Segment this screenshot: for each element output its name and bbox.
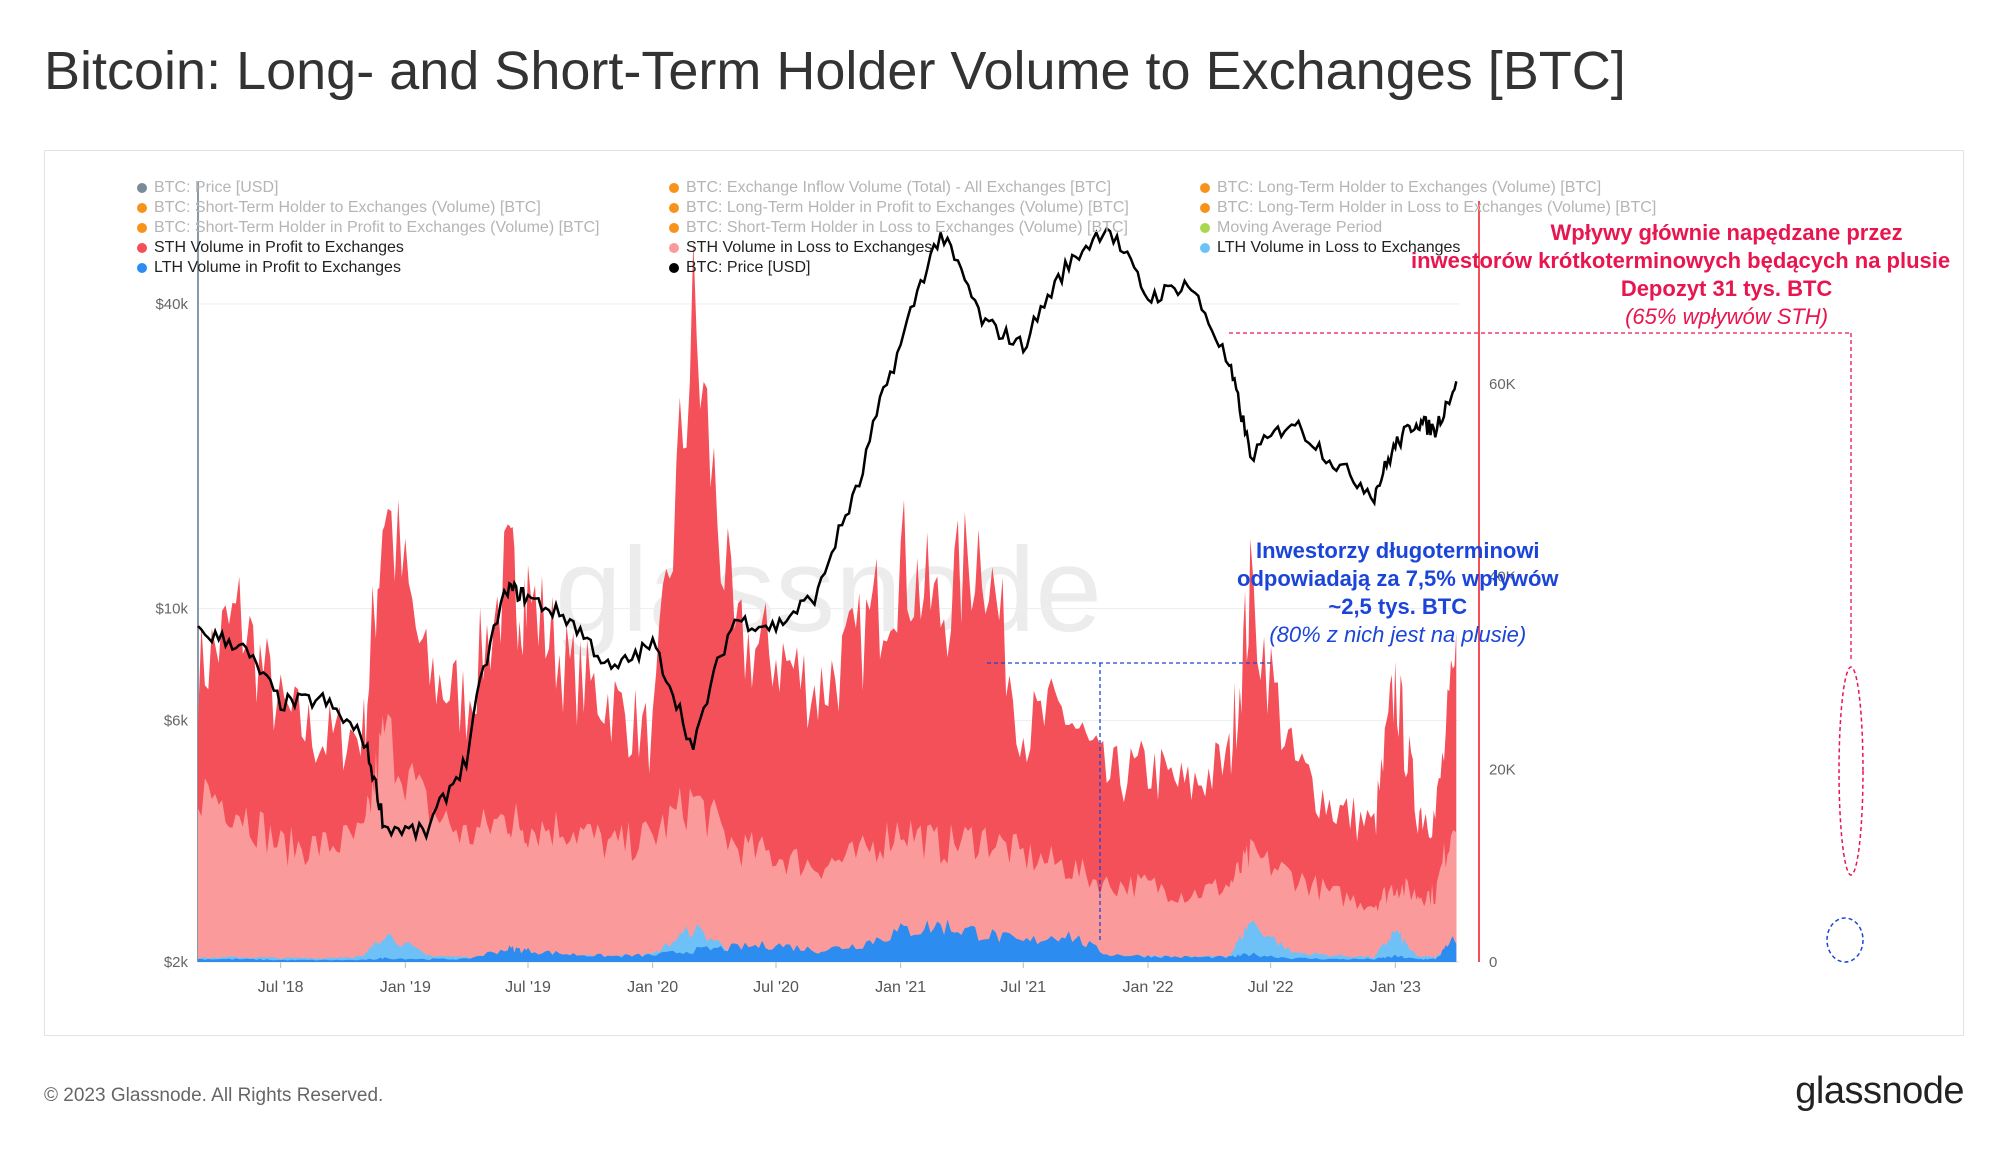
legend-item[interactable]: BTC: Short-Term Holder in Profit to Exch… — [137, 219, 599, 237]
legend-item[interactable]: LTH Volume in Loss to Exchanges — [1200, 239, 1460, 257]
legend-label: LTH Volume in Profit to Exchanges — [154, 259, 401, 276]
legend-label: BTC: Short-Term Holder to Exchanges (Vol… — [154, 199, 541, 216]
legend-dot-icon — [669, 243, 679, 253]
legend-dot-icon — [669, 263, 679, 273]
x-tick-label: Jul '19 — [505, 979, 551, 996]
legend-label: BTC: Long-Term Holder in Profit to Excha… — [686, 199, 1129, 216]
sth-annotation-line1: Wpływy głównie napędzane przez — [1550, 220, 1903, 245]
sth-annotation-line4: (65% wpływów STH) — [1625, 304, 1829, 329]
y-right-tick-label: 0 — [1489, 954, 1497, 971]
legend-dot-icon — [137, 243, 147, 253]
x-tick-label: Jul '21 — [1000, 979, 1046, 996]
lth-highlight-ellipse — [1826, 917, 1864, 963]
sth-annotation-line2: inwestorów krótkoterminowych będących na… — [1411, 248, 1951, 273]
legend-label: STH Volume in Profit to Exchanges — [154, 239, 404, 256]
legend-item[interactable]: BTC: Long-Term Holder to Exchanges (Volu… — [1200, 179, 1601, 197]
x-tick-label: Jul '20 — [753, 979, 799, 996]
lth-profit-area — [198, 919, 1457, 962]
lth-annotation-line3: ~2,5 tys. BTC — [1328, 594, 1468, 619]
sth-loss-area — [198, 713, 1457, 962]
y-left-tick-label: $10k — [155, 600, 188, 617]
legend-dot-icon — [1200, 183, 1210, 193]
legend-item[interactable]: BTC: Long-Term Holder in Loss to Exchang… — [1200, 199, 1656, 217]
watermark-text: glassnode — [555, 523, 1102, 657]
legend-item[interactable]: BTC: Price [USD] — [669, 259, 810, 277]
legend-dot-icon — [669, 183, 679, 193]
legend-item[interactable]: STH Volume in Profit to Exchanges — [137, 239, 404, 257]
x-tick-label: Jan '19 — [380, 979, 431, 996]
legend-item[interactable]: LTH Volume in Profit to Exchanges — [137, 259, 401, 277]
chart-canvas: glassnode $2k $6k $10k $40k 0 20K 40K 60K Jul '18… — [155, 181, 1864, 996]
legend-item[interactable]: BTC: Exchange Inflow Volume (Total) - Al… — [669, 179, 1111, 197]
lth-annotation-line4: (80% z nich jest na plusie) — [1269, 622, 1527, 647]
x-tick-label: Jan '20 — [627, 979, 678, 996]
legend-label: LTH Volume in Loss to Exchanges — [1217, 239, 1461, 256]
legend-dot-icon — [137, 263, 147, 273]
legend-dot-icon — [1200, 203, 1210, 213]
lth-annotation-line2: odpowiadają za 7,5% wpływów — [1237, 566, 1559, 591]
footer-copyright: © 2023 Glassnode. All Rights Reserved. — [44, 1085, 384, 1106]
x-tick-label: Jan '23 — [1370, 979, 1421, 996]
y-right-tick-label: 20K — [1489, 761, 1516, 778]
legend-label: BTC: Long-Term Holder in Loss to Exchang… — [1217, 199, 1657, 216]
sth-annotation: Wpływy głównie napędzane przez inwestoró… — [1411, 219, 1950, 331]
legend-label: BTC: Price [USD] — [686, 259, 811, 276]
lth-loss-area — [198, 920, 1457, 962]
legend-item[interactable]: STH Volume in Loss to Exchanges — [669, 239, 932, 257]
sth-highlight-ellipse — [1838, 666, 1864, 876]
price-line — [197, 226, 1458, 843]
legend-dot-icon — [137, 203, 147, 213]
x-tick-label: Jul '22 — [1248, 979, 1294, 996]
x-tick-label: Jan '21 — [875, 979, 926, 996]
legend-item[interactable]: BTC: Short-Term Holder to Exchanges (Vol… — [137, 199, 541, 217]
legend-label: BTC: Exchange Inflow Volume (Total) - Al… — [686, 179, 1112, 196]
page-title: Bitcoin: Long- and Short-Term Holder Vol… — [44, 41, 1626, 101]
legend-label: BTC: Short-Term Holder in Loss to Exchan… — [686, 219, 1128, 236]
lth-annotation: Inwestorzy długoterminowi odpowiadają za… — [1237, 537, 1559, 649]
legend-dot-icon — [1200, 223, 1210, 233]
y-right-tick-label: 40K — [1489, 569, 1516, 586]
legend-label: BTC: Long-Term Holder to Exchanges (Volu… — [1217, 179, 1602, 196]
y-right-tick-label: 60K — [1489, 376, 1516, 393]
legend-label: BTC: Price [USD] — [154, 179, 279, 196]
x-tick-label: Jan '22 — [1122, 979, 1173, 996]
sth-profit-area — [198, 239, 1457, 963]
legend-dot-icon — [1200, 243, 1210, 253]
legend-dot-icon — [137, 183, 147, 193]
legend-label: STH Volume in Loss to Exchanges — [686, 239, 933, 256]
legend-label: BTC: Short-Term Holder in Profit to Exch… — [154, 219, 600, 236]
legend-item[interactable]: Moving Average Period — [1200, 219, 1382, 237]
glassnode-logo: glassnode — [1795, 1070, 1964, 1112]
legend-item[interactable]: BTC: Long-Term Holder in Profit to Excha… — [669, 199, 1129, 217]
legend-dot-icon — [137, 223, 147, 233]
legend-dot-icon — [669, 203, 679, 213]
legend-item[interactable]: BTC: Short-Term Holder in Loss to Exchan… — [669, 219, 1128, 237]
legend-label: Moving Average Period — [1217, 219, 1383, 236]
legend-dot-icon — [669, 223, 679, 233]
y-left-tick-label: $2k — [164, 954, 189, 971]
y-left-tick-label: $6k — [164, 713, 189, 730]
x-tick-label: Jul '18 — [258, 979, 304, 996]
y-left-tick-label: $40k — [155, 296, 188, 313]
sth-annotation-line3: Depozyt 31 tys. BTC — [1620, 276, 1833, 301]
legend-item[interactable]: BTC: Price [USD] — [137, 179, 278, 197]
lth-annotation-line1: Inwestorzy długoterminowi — [1255, 538, 1540, 563]
chart-frame: glassnode $2k $6k $10k $40k 0 20K 40K 60K Jul '18… — [44, 150, 1964, 1036]
